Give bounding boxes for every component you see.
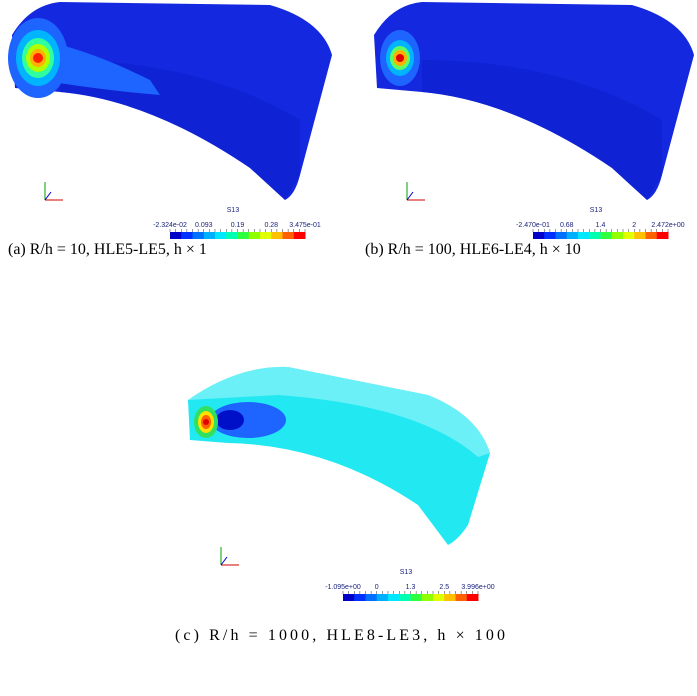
contour (203, 419, 209, 425)
colorbar-segment (433, 594, 445, 601)
shell-plot (374, 2, 694, 200)
colorbar-segment (600, 232, 613, 239)
colorbar-segment (215, 232, 227, 239)
colorbar-segment (656, 232, 669, 239)
colorbar-segment (555, 232, 568, 239)
contour-tail (40, 40, 160, 95)
colorbar-label: 2 (632, 222, 636, 229)
colorbar-label: 3.996e+00 (461, 584, 494, 591)
colorbar-segment (388, 594, 400, 601)
caption: (a) R/h = 10, HLE5-LE5, h × 1 (8, 241, 207, 258)
colorbar-label: 0.28 (264, 222, 278, 229)
colorbar-title: S13 (227, 207, 240, 214)
panel (374, 2, 694, 201)
colorbar-segment (645, 232, 658, 239)
colorbar-segment (271, 232, 283, 239)
panel (8, 2, 332, 201)
colorbar-segment (410, 594, 423, 601)
contour (216, 410, 244, 430)
colorbar-label: 0 (375, 584, 379, 591)
colorbar-segment (248, 232, 261, 239)
colorbar-segment (634, 232, 646, 239)
colorbar-label: 0.093 (195, 222, 213, 229)
shell-plot (188, 366, 490, 545)
colorbar-segment (399, 594, 411, 601)
axis-triad (220, 556, 228, 566)
colorbar-label: -1.095e+00 (325, 584, 361, 591)
colorbar-segment (293, 232, 306, 239)
colorbar-segment (544, 232, 556, 239)
shell-side (60, 60, 300, 200)
colorbar-segment (260, 232, 272, 239)
colorbar-segment (282, 232, 295, 239)
colorbar-segment (354, 594, 366, 601)
colorbar-segment (181, 232, 193, 239)
colorbar-segment (365, 594, 378, 601)
colorbar-segment (376, 594, 389, 601)
caption: (c) R/h = 1000, HLE8-LE3, h × 100 (175, 627, 505, 644)
colorbar-segment (237, 232, 250, 239)
colorbar-segment (533, 232, 545, 239)
colorbar-segment (566, 232, 579, 239)
colorbar-segment (623, 232, 635, 239)
colorbar-label: -2.470e-01 (516, 222, 550, 229)
shell-side (422, 60, 662, 200)
colorbar-segment (170, 232, 182, 239)
contour (33, 53, 43, 63)
colorbar-segment (444, 594, 456, 601)
colorbar-label: 1.3 (406, 584, 416, 591)
contour (396, 54, 404, 62)
colorbar-segment (611, 232, 624, 239)
shell-top (188, 366, 490, 457)
colorbar-label: -2.324e-02 (153, 222, 187, 229)
colorbar-segment (226, 232, 238, 239)
colorbar-title: S13 (400, 569, 413, 576)
colorbar-segment (455, 594, 468, 601)
axis-triad (44, 191, 52, 201)
colorbar-segment (192, 232, 205, 239)
colorbar-segment (589, 232, 601, 239)
colorbar-label: 0.68 (560, 222, 574, 229)
colorbar-segment (466, 594, 479, 601)
colorbar-segment (203, 232, 216, 239)
colorbar-label: 0.19 (231, 222, 245, 229)
colorbar-segment (578, 232, 590, 239)
colorbar-label: 1.4 (596, 222, 606, 229)
panel (188, 366, 490, 566)
colorbar-label: 2.5 (439, 584, 449, 591)
colorbar-segment (421, 594, 434, 601)
colorbar-segment (343, 594, 355, 601)
colorbar-label: 3.475e-01 (289, 222, 321, 229)
colorbar-title: S13 (590, 207, 603, 214)
colorbar-label: 2.472e+00 (651, 222, 684, 229)
axis-triad (406, 191, 414, 201)
shell-plot (8, 2, 332, 200)
caption: (b) R/h = 100, HLE6-LE4, h × 10 (365, 241, 581, 258)
